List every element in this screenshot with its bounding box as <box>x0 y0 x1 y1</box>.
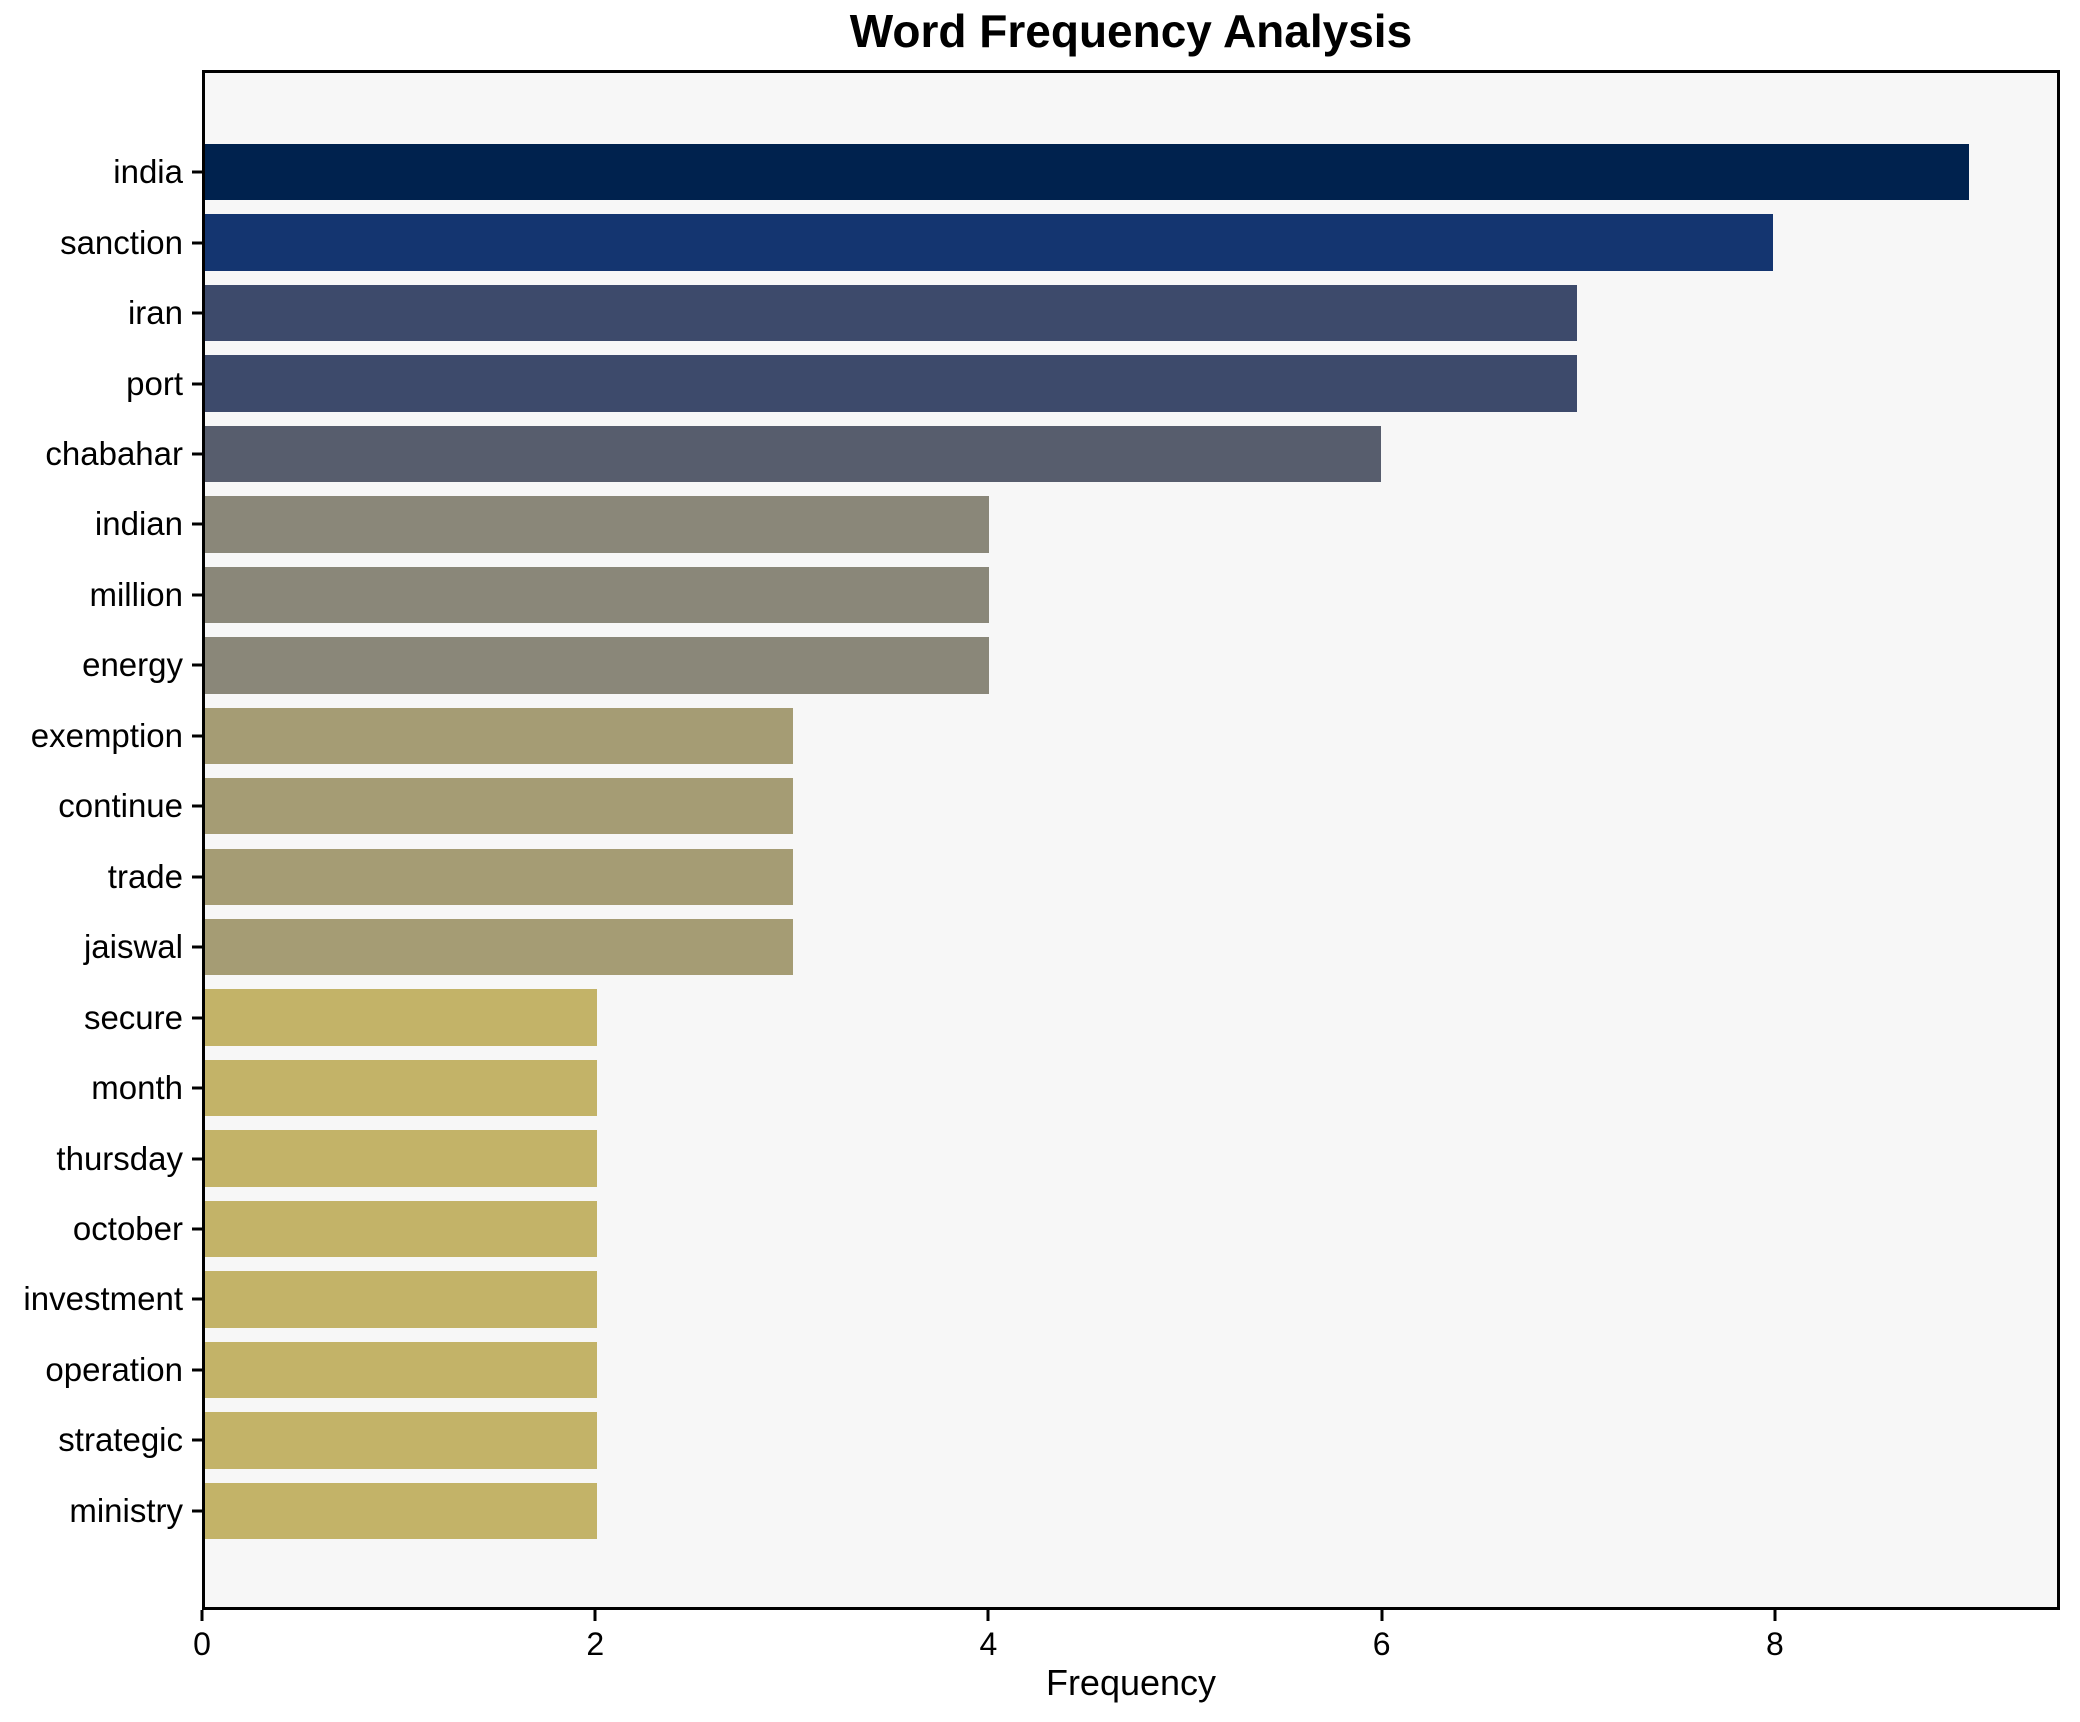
y-tick-label: sanction <box>60 223 183 261</box>
frequency-bar <box>205 1482 597 1539</box>
bar-row: energy <box>82 630 2057 700</box>
y-tick-mark <box>192 452 202 456</box>
y-tick-label: trade <box>107 857 183 895</box>
x-tick-label: 0 <box>193 1626 211 1662</box>
frequency-bar <box>205 1200 597 1258</box>
y-tick-label: iran <box>127 294 183 332</box>
y-tick-label: month <box>91 1069 183 1107</box>
y-tick-label: million <box>89 575 183 613</box>
y-tick-mark <box>192 663 202 667</box>
frequency-bar <box>205 1412 597 1469</box>
y-tick-mark <box>192 170 202 174</box>
y-tick-mark <box>192 593 202 597</box>
y-tick-label: chabahar <box>45 435 183 473</box>
bars-area: india sanction iran port chabahar indian… <box>23 137 2057 1546</box>
y-tick-label: continue <box>58 787 183 825</box>
y-tick-label: exemption <box>30 716 183 754</box>
frequency-bar <box>205 778 793 835</box>
bar-row: thursday <box>56 1123 2057 1193</box>
plot-area: india sanction iran port chabahar indian… <box>23 70 2060 1610</box>
x-tick-label: 4 <box>979 1626 998 1662</box>
bar-row: india <box>113 137 2057 207</box>
bar-row: indian <box>95 489 2057 559</box>
x-axis-label: Frequency <box>1045 1662 1217 1703</box>
y-tick-mark <box>192 1227 202 1231</box>
y-tick-mark <box>192 1368 202 1372</box>
bar-row: continue <box>58 771 2057 841</box>
frequency-bar <box>205 355 1577 412</box>
frequency-bar <box>205 425 1381 483</box>
frequency-bar <box>205 144 1969 201</box>
y-tick-label: october <box>72 1210 183 1248</box>
frequency-bar <box>205 707 793 765</box>
y-tick-label: strategic <box>58 1421 183 1459</box>
bar-row: investment <box>23 1264 2057 1334</box>
frequency-bar <box>205 989 597 1046</box>
y-tick-label: energy <box>82 646 183 684</box>
frequency-bar <box>205 848 793 905</box>
bar-row: million <box>89 560 2057 630</box>
y-tick-label: secure <box>83 998 183 1036</box>
bar-row: chabahar <box>45 419 2057 489</box>
bar-row: secure <box>84 982 2057 1052</box>
y-tick-label: operation <box>45 1350 183 1388</box>
bar-row: iran <box>128 278 2057 348</box>
x-tick-mark <box>200 1610 204 1621</box>
y-tick-label: investment <box>23 1280 183 1318</box>
bar-row: sanction <box>60 207 2057 277</box>
frequency-bar <box>205 284 1577 342</box>
frequency-bar <box>205 1059 597 1117</box>
y-tick-mark <box>192 1086 202 1090</box>
y-tick-mark <box>192 1016 202 1020</box>
bar-row: strategic <box>58 1405 2057 1475</box>
y-tick-mark <box>192 945 202 949</box>
y-tick-mark <box>192 1509 202 1513</box>
x-tick-label: 6 <box>1372 1626 1391 1662</box>
bar-row: ministry <box>69 1476 2057 1546</box>
x-axis: 0 2 4 6 8 <box>193 1610 2060 1690</box>
x-tick-label: 2 <box>586 1626 605 1662</box>
frequency-bar <box>205 1271 597 1328</box>
frequency-bar <box>205 214 1773 271</box>
bar-row: jaiswal <box>84 912 2057 982</box>
frequency-bar <box>205 1130 597 1187</box>
bar-row: exemption <box>31 701 2057 771</box>
y-tick-mark <box>192 734 202 738</box>
bar-row: port <box>126 348 2057 418</box>
y-tick-mark <box>192 241 202 245</box>
bar-row: trade <box>108 842 2057 912</box>
y-tick-label: thursday <box>56 1139 183 1177</box>
y-tick-label: ministry <box>69 1491 183 1529</box>
bar-row: month <box>91 1053 2057 1123</box>
x-tick-mark <box>1380 1610 1384 1621</box>
y-tick-mark <box>192 311 202 315</box>
y-tick-mark <box>192 1438 202 1442</box>
y-tick-label: india <box>113 153 183 191</box>
y-tick-label: port <box>126 364 183 402</box>
x-tick-mark <box>986 1610 990 1621</box>
bar-row: operation <box>45 1335 2057 1405</box>
x-tick-label: 8 <box>1766 1626 1784 1662</box>
frequency-bar <box>205 496 989 553</box>
y-tick-mark <box>192 382 202 386</box>
frequency-bar <box>205 637 989 694</box>
chart-title: Word Frequency Analysis <box>849 5 1413 57</box>
y-tick-label: indian <box>94 505 183 543</box>
bar-row: october <box>73 1194 2057 1264</box>
frequency-bar <box>205 919 793 976</box>
y-tick-mark <box>192 875 202 879</box>
frequency-bar <box>205 1341 597 1399</box>
frequency-bar <box>205 566 989 624</box>
x-tick-mark <box>593 1610 597 1621</box>
y-tick-mark <box>192 522 202 526</box>
y-tick-label: jaiswal <box>83 928 183 966</box>
y-tick-mark <box>192 1297 202 1301</box>
y-tick-mark <box>192 1157 202 1161</box>
y-tick-mark <box>192 804 202 808</box>
x-tick-mark <box>1773 1610 1777 1621</box>
